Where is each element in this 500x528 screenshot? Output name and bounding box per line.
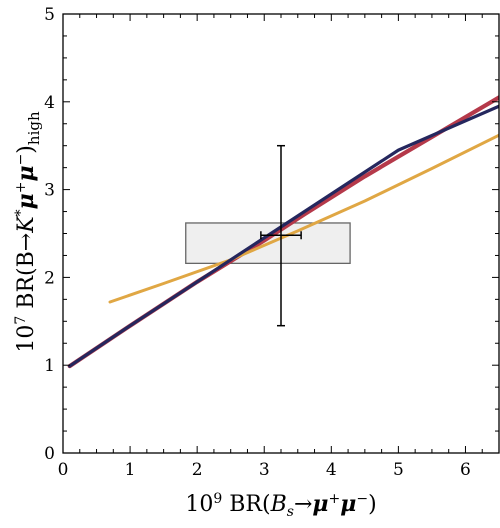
y-tick-label: 2 <box>44 268 55 288</box>
y-tick-label: 0 <box>44 444 55 464</box>
y-tick-label: 4 <box>44 93 55 113</box>
x-tick-label: 6 <box>460 460 471 480</box>
y-tick-label: 1 <box>44 356 55 376</box>
x-tick-label: 2 <box>192 460 203 480</box>
x-tick-label: 1 <box>125 460 136 480</box>
y-tick-label: 3 <box>44 181 55 201</box>
series-2-band <box>108 133 499 304</box>
x-tick-label: 5 <box>393 460 404 480</box>
x-axis-label: 109 BR(Bs→μ+μ−) <box>185 491 376 520</box>
x-tick-label: 4 <box>326 460 337 480</box>
y-tick-label: 5 <box>44 5 55 25</box>
x-tick-label: 0 <box>58 460 69 480</box>
series-3-band <box>68 104 499 368</box>
y-axis-label: 107 BR(B→K*μ+μ−)high <box>13 111 43 353</box>
x-tick-label: 3 <box>259 460 270 480</box>
